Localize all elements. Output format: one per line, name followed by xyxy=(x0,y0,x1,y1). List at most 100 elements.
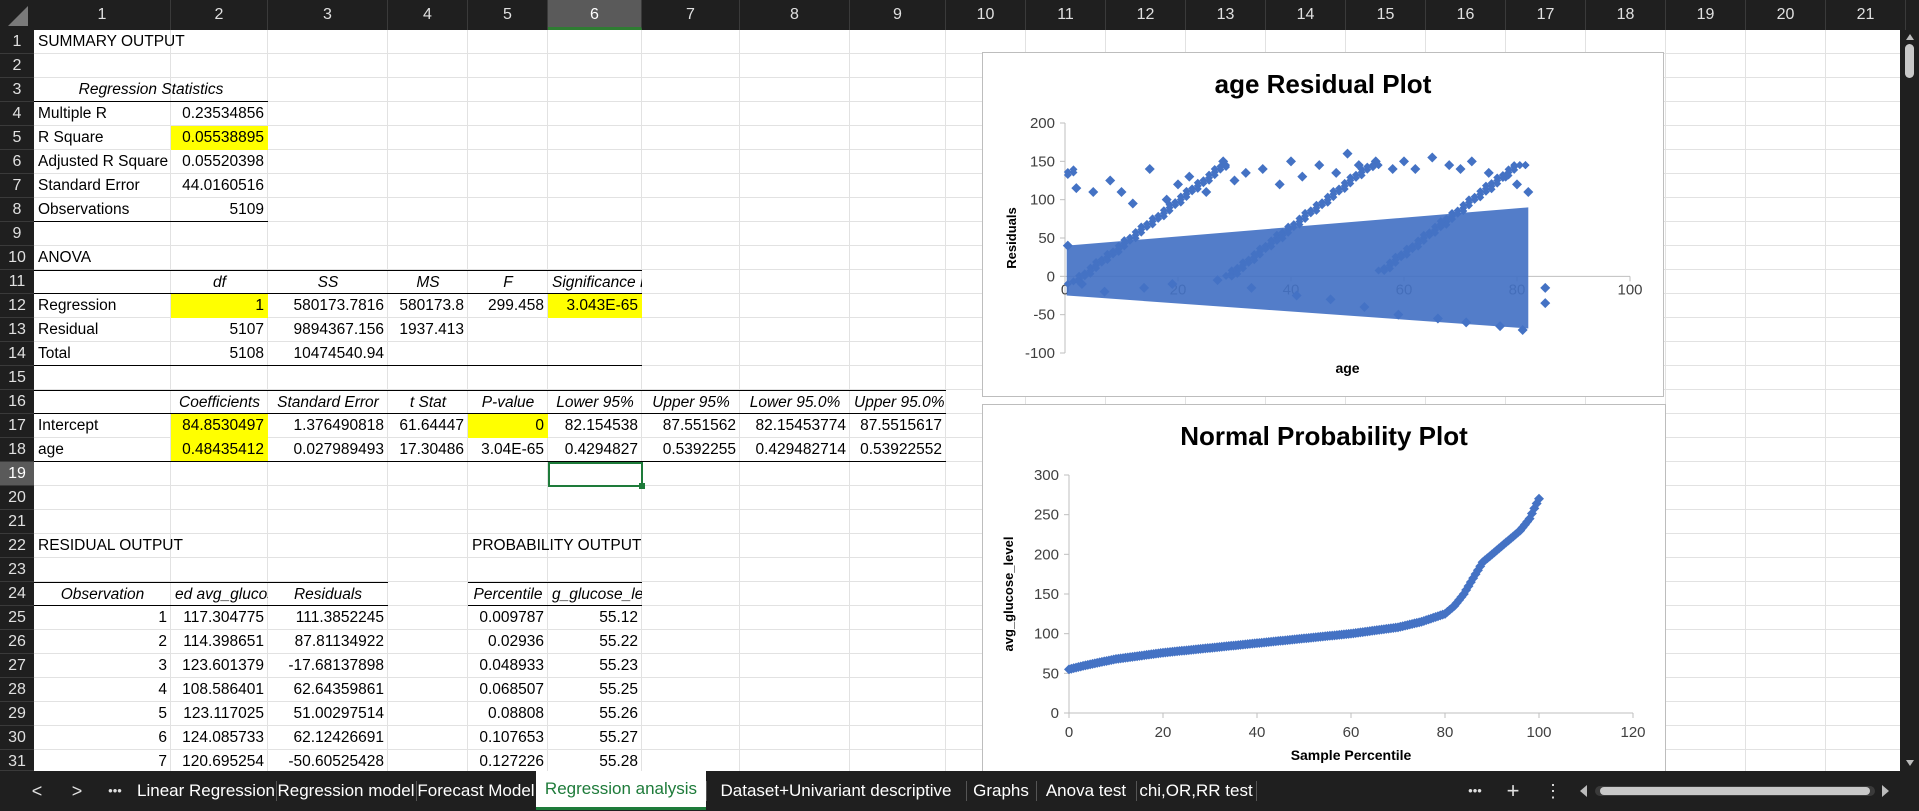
data-point xyxy=(1137,228,1146,237)
anova-regression-f: 299.458 xyxy=(487,297,544,314)
more-sheets-left-button[interactable]: ••• xyxy=(108,783,122,798)
data-point xyxy=(1472,565,1483,576)
residual-cell: 2 xyxy=(158,633,167,650)
hscroll-right-icon[interactable] xyxy=(1882,785,1889,797)
row-header-10[interactable]: 10 xyxy=(0,246,34,270)
scroll-down-icon[interactable] xyxy=(1906,760,1914,766)
row-header-20[interactable]: 20 xyxy=(0,486,34,510)
row-header-24[interactable]: 24 xyxy=(0,582,34,606)
row-header-6[interactable]: 6 xyxy=(0,150,34,174)
sheet-tab-forecast-model[interactable]: Forecast Model xyxy=(417,781,535,800)
data-point xyxy=(1306,209,1315,218)
fill-handle[interactable] xyxy=(639,483,645,489)
row-header-18[interactable]: 18 xyxy=(0,438,34,462)
column-header-6[interactable]: 6 xyxy=(548,0,642,30)
sheet-tab-dataset-univariant-descriptive[interactable]: Dataset+Univariant descriptive xyxy=(720,781,952,800)
row-header-4[interactable]: 4 xyxy=(0,102,34,126)
sheet-tab-linear-regression[interactable]: Linear Regression xyxy=(137,781,275,800)
row-header-26[interactable]: 26 xyxy=(0,630,34,654)
column-header-21[interactable]: 21 xyxy=(1826,0,1906,30)
prev-sheet-button[interactable]: < xyxy=(31,781,43,801)
column-header-9[interactable]: 9 xyxy=(850,0,946,30)
normal-probability-chart[interactable]: Normal Probability Plot 300 250 200 150 100 50… xyxy=(982,404,1666,773)
data-point xyxy=(1402,250,1411,259)
row-header-1[interactable]: 1 xyxy=(0,30,34,54)
row-header-19[interactable]: 19 xyxy=(0,462,34,486)
column-header-4[interactable]: 4 xyxy=(388,0,468,30)
row-header-15[interactable]: 15 xyxy=(0,366,34,390)
column-header-5[interactable]: 5 xyxy=(468,0,548,30)
row-header-3[interactable]: 3 xyxy=(0,78,34,102)
select-all-corner[interactable] xyxy=(0,0,34,30)
residual-output-title: RESIDUAL OUTPUT xyxy=(38,537,183,554)
sheet-tab-graphs[interactable]: Graphs xyxy=(973,781,1029,800)
row-header-8[interactable]: 8 xyxy=(0,198,34,222)
vertical-scroll-thumb[interactable] xyxy=(1905,44,1914,78)
column-header-16[interactable]: 16 xyxy=(1426,0,1506,30)
add-sheet-button[interactable]: + xyxy=(1506,778,1520,803)
data-point xyxy=(1346,179,1355,188)
column-header-20[interactable]: 20 xyxy=(1746,0,1826,30)
row-header-29[interactable]: 29 xyxy=(0,702,34,726)
row-header-22[interactable]: 22 xyxy=(0,534,34,558)
adj-r-square-label: Adjusted R Square xyxy=(38,153,169,170)
row-header-9[interactable]: 9 xyxy=(0,222,34,246)
column-header-10[interactable]: 10 xyxy=(946,0,1026,30)
row-header-5[interactable]: 5 xyxy=(0,126,34,150)
horizontal-scroll-thumb[interactable] xyxy=(1600,787,1870,795)
anova-total-ss: 10474540.94 xyxy=(268,342,388,366)
next-sheet-button[interactable]: > xyxy=(71,781,83,801)
sheet-tab-regression-model[interactable]: Regression model xyxy=(277,781,415,800)
data-point xyxy=(1184,171,1195,182)
row-header-27[interactable]: 27 xyxy=(0,654,34,678)
row-header-16[interactable]: 16 xyxy=(0,390,34,414)
row-header-13[interactable]: 13 xyxy=(0,318,34,342)
column-header-13[interactable]: 13 xyxy=(1186,0,1266,30)
tab-separator xyxy=(1256,781,1257,801)
row-header-14[interactable]: 14 xyxy=(0,342,34,366)
residual-cell: 123.117025 xyxy=(183,705,264,722)
row-header-2[interactable]: 2 xyxy=(0,54,34,78)
sheet-tab-anova-test[interactable]: Anova test xyxy=(1045,781,1127,800)
column-header-7[interactable]: 7 xyxy=(642,0,740,30)
row-header-17[interactable]: 17 xyxy=(0,414,34,438)
column-header-2[interactable]: 2 xyxy=(171,0,268,30)
row-header-30[interactable]: 30 xyxy=(0,726,34,750)
hscroll-left-icon[interactable] xyxy=(1580,785,1587,797)
column-header-19[interactable]: 19 xyxy=(1666,0,1746,30)
row-header-25[interactable]: 25 xyxy=(0,606,34,630)
x-tick-label: 20 xyxy=(1155,724,1172,741)
column-header-12[interactable]: 12 xyxy=(1106,0,1186,30)
sheet-menu-button[interactable]: ⋮ xyxy=(1544,781,1562,801)
data-point xyxy=(1442,220,1451,229)
column-header-3[interactable]: 3 xyxy=(268,0,388,30)
row-header-7[interactable]: 7 xyxy=(0,174,34,198)
data-point xyxy=(1323,198,1332,207)
row-header-11[interactable]: 11 xyxy=(0,270,34,294)
vertical-scrollbar[interactable] xyxy=(1900,30,1919,771)
column-header-8[interactable]: 8 xyxy=(740,0,850,30)
row-header-12[interactable]: 12 xyxy=(0,294,34,318)
column-header-14[interactable]: 14 xyxy=(1266,0,1346,30)
column-header-18[interactable]: 18 xyxy=(1586,0,1666,30)
data-point xyxy=(1142,222,1151,231)
column-header-17[interactable]: 17 xyxy=(1506,0,1586,30)
column-header-15[interactable]: 15 xyxy=(1346,0,1426,30)
gridline xyxy=(641,30,642,771)
sheet-tab-chi-or-rr-test[interactable]: chi,OR,RR test xyxy=(1139,781,1253,800)
row-header-23[interactable]: 23 xyxy=(0,558,34,582)
residual-plot-chart[interactable]: age Residual Plot200150100500-50-1000204… xyxy=(982,52,1664,397)
sheet-tab-regression-analysis[interactable]: Regression analysis xyxy=(536,771,706,810)
anova-regression-df: 1 xyxy=(171,294,268,318)
more-sheets-right-button[interactable]: ••• xyxy=(1468,783,1482,798)
scroll-up-icon[interactable] xyxy=(1906,34,1914,40)
data-point xyxy=(1063,279,1072,288)
data-point xyxy=(1148,220,1157,229)
row-header-31[interactable]: 31 xyxy=(0,750,34,771)
row-header-28[interactable]: 28 xyxy=(0,678,34,702)
column-header-11[interactable]: 11 xyxy=(1026,0,1106,30)
row-header-21[interactable]: 21 xyxy=(0,510,34,534)
column-header-1[interactable]: 1 xyxy=(34,0,171,30)
data-point xyxy=(1408,245,1417,254)
selected-cell[interactable] xyxy=(548,462,643,487)
